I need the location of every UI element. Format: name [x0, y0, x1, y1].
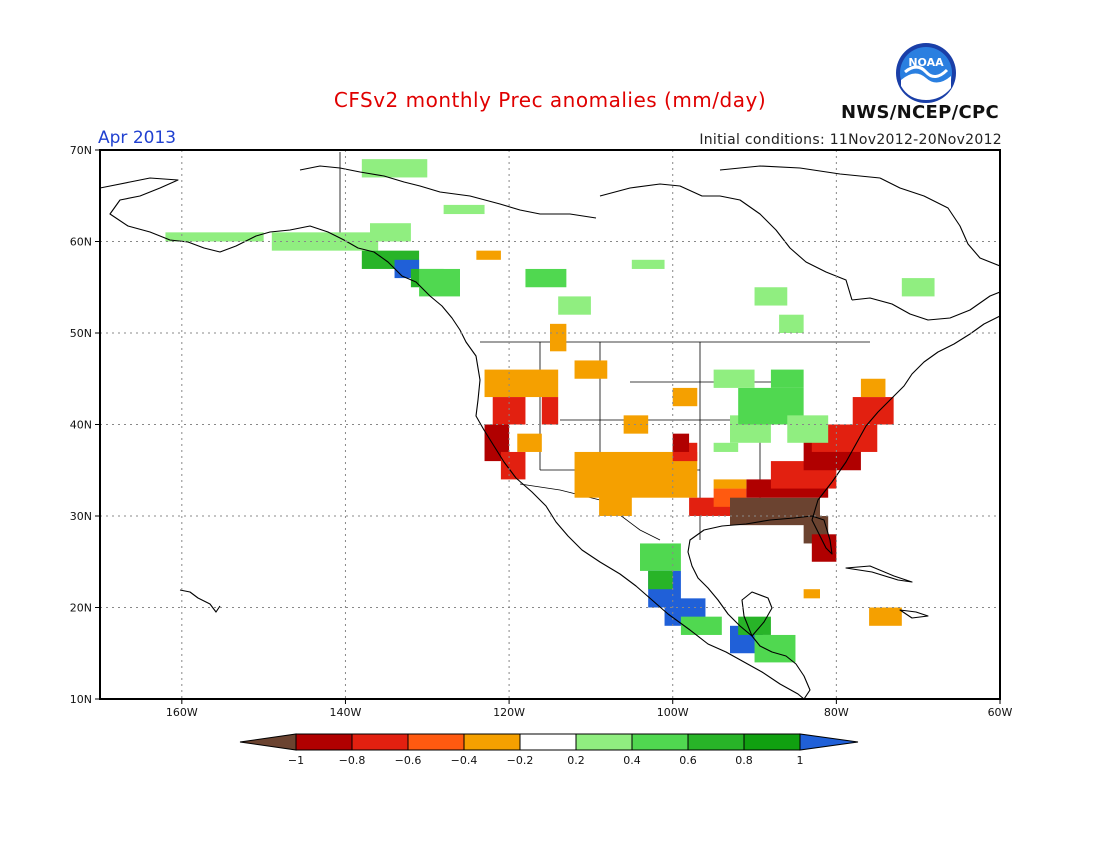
anomaly-cell	[492, 397, 526, 425]
legend-label: −0.2	[507, 754, 534, 767]
legend-label: 0.2	[567, 754, 585, 767]
anomaly-cell	[370, 223, 411, 242]
legend-label: −1	[288, 754, 304, 767]
legend-arrow-left	[239, 733, 297, 751]
legend-swatch	[743, 733, 801, 751]
noaa-logo-icon: NOAA	[896, 43, 956, 103]
anomaly-cell	[443, 204, 485, 215]
legend-label: 0.6	[679, 754, 697, 767]
anomaly-cell	[558, 296, 591, 315]
lon-tick-label: 60W	[988, 706, 1013, 719]
lat-tick-label: 20N	[70, 602, 92, 615]
anomaly-cell	[648, 570, 673, 590]
anomaly-cell	[640, 543, 681, 571]
initial-conditions: Initial conditions: 11Nov2012-20Nov2012	[699, 132, 1002, 148]
anomaly-cell	[860, 378, 886, 398]
anomaly-cell	[419, 268, 460, 297]
lon-tick-label: 120W	[493, 706, 525, 719]
anomaly-cell	[779, 314, 804, 333]
anomaly-cell	[165, 232, 264, 242]
lon-tick-label: 140W	[330, 706, 362, 719]
lat-tick-label: 60N	[70, 236, 92, 249]
anomaly-cell	[271, 232, 379, 251]
legend-label: −0.6	[395, 754, 422, 767]
legend-label: −0.8	[339, 754, 366, 767]
valid-month: Apr 2013	[98, 128, 177, 148]
anomaly-cell	[852, 397, 894, 425]
anomaly-cell	[550, 323, 567, 352]
anomaly-cell	[901, 278, 935, 297]
agency-label: NWS/NCEP/CPC	[840, 102, 999, 123]
anomaly-cell	[754, 287, 788, 306]
anomaly-cell	[803, 589, 820, 599]
lat-tick-label: 50N	[70, 327, 92, 340]
coastlines	[100, 165, 1000, 699]
anomaly-cell	[476, 250, 501, 260]
anomaly-cell	[525, 268, 567, 288]
anomaly-cell	[541, 397, 559, 425]
anomaly-cell	[672, 433, 690, 452]
legend-label: −0.4	[451, 754, 478, 767]
anomaly-cells	[165, 159, 935, 663]
anomaly-cell	[574, 360, 608, 379]
anomaly-cell	[713, 369, 755, 388]
anomaly-cell	[787, 415, 829, 443]
anomaly-cell	[500, 451, 526, 480]
legend-swatch	[351, 733, 409, 751]
color-legend: −1 −0.8 −0.6 −0.4 −0.2 0.2 0.4 0.6 0.8 1	[239, 733, 859, 767]
map-title: CFSv2 monthly Prec anomalies (mm/day)	[333, 88, 767, 112]
legend-label: 1	[797, 754, 804, 767]
legend-arrow-right	[799, 733, 859, 751]
anomaly-cell	[599, 488, 632, 516]
legend-swatch	[295, 733, 353, 751]
anomaly-cell	[770, 369, 804, 388]
anomaly-cell	[631, 259, 665, 269]
anomaly-cell	[484, 369, 559, 398]
longitude-ticks: 160W 140W 120W 100W 80W 60W	[166, 699, 1013, 719]
legend-swatch	[407, 733, 465, 751]
legend-label: 0.8	[735, 754, 753, 767]
legend-swatch	[687, 733, 745, 751]
anomaly-cell	[672, 387, 698, 407]
anomaly-cell	[680, 616, 722, 635]
legend-label: 0.4	[623, 754, 641, 767]
anomaly-cell	[811, 534, 837, 562]
anomaly-cell	[713, 479, 747, 489]
legend-swatch	[631, 733, 689, 751]
graticule	[100, 150, 1000, 699]
lon-tick-label: 160W	[166, 706, 198, 719]
lon-tick-label: 100W	[657, 706, 689, 719]
anomaly-cell	[713, 442, 739, 452]
legend-swatch	[575, 733, 633, 751]
lat-tick-label: 30N	[70, 510, 92, 523]
map-layers	[100, 152, 1000, 699]
lat-tick-label: 40N	[70, 419, 92, 432]
lat-tick-label: 10N	[70, 693, 92, 706]
anomaly-cell	[517, 433, 542, 452]
latitude-ticks: 70N 60N 50N 40N 30N 20N 10N	[70, 144, 100, 706]
logo-text: NOAA	[908, 56, 944, 69]
anomaly-cell	[361, 159, 428, 178]
legend-swatch	[519, 733, 577, 751]
legend-swatch	[463, 733, 521, 751]
lon-tick-label: 80W	[824, 706, 849, 719]
anomaly-cell	[869, 607, 902, 626]
lat-tick-label: 70N	[70, 144, 92, 157]
